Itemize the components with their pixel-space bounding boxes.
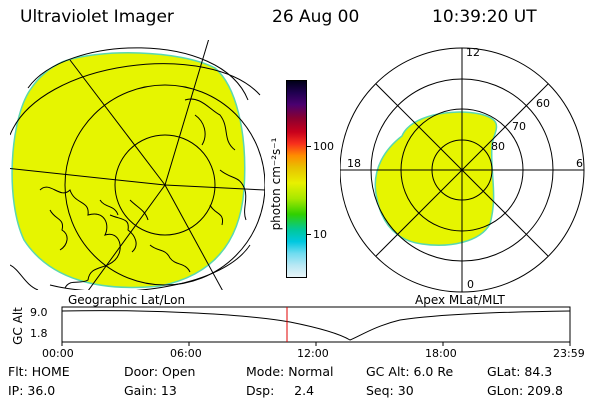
altitude-xtick-label: 23:59: [553, 347, 585, 360]
geo-coastline: [99, 199, 149, 253]
geo-coastline: [209, 169, 247, 226]
lat-label-70: 70: [512, 120, 526, 133]
geo-meridian: [88, 184, 166, 290]
colorbar-tick: [306, 234, 311, 235]
colorbar-units: photon cm⁻²s⁻¹: [269, 137, 283, 231]
colorbar: [286, 80, 307, 278]
lat-label-80: 80: [491, 140, 505, 153]
geo-coastline: [149, 244, 191, 273]
geo-panel-label: Geographic Lat/Lon: [68, 293, 186, 307]
status-flight: Flt: HOME: [8, 364, 70, 379]
status-gain: Gain: 13: [124, 383, 177, 398]
polar-plot: [340, 47, 585, 293]
geo-lat-circle: [114, 134, 216, 236]
altitude-plot-frame: [61, 306, 571, 343]
status-mode: Mode: Normal: [246, 364, 334, 379]
geo-grid-arc: [49, 244, 251, 290]
mlt-label-18: 18: [347, 157, 361, 170]
altitude-curve: [61, 310, 571, 341]
mlt-label-0: 0: [467, 278, 474, 291]
polar-mlt-line: [375, 83, 549, 257]
geo-grid-arc: [10, 63, 261, 136]
status-glon: GLon: 209.8: [487, 383, 563, 398]
altitude-xtick-label: 18:00: [425, 347, 457, 360]
status-glat: GLat: 84.3: [487, 364, 553, 379]
geo-coastline: [10, 264, 39, 290]
geo-meridian: [164, 40, 210, 186]
geo-meridian: [164, 184, 265, 191]
status-dsp: Dsp: 2.4: [246, 383, 315, 398]
date-label: 26 Aug 00: [272, 7, 360, 27]
instrument-title: Ultraviolet Imager: [20, 7, 174, 27]
polar-panel-label: Apex MLat/MLT: [415, 293, 505, 307]
geo-coastline: [39, 186, 121, 289]
altitude-axis-title: GC Alt: [11, 307, 25, 345]
status-seq: Seq: 30: [366, 383, 414, 398]
geo-meridian: [69, 59, 166, 186]
geo-lat-circle: [64, 84, 265, 286]
altitude-xtick-label: 00:00: [42, 347, 74, 360]
status-ip: IP: 36.0: [8, 383, 56, 398]
mlt-label-12: 12: [466, 46, 480, 59]
geographic-map: [10, 40, 265, 290]
altitude-plot: [61, 306, 571, 346]
geo-grid-arc: [27, 47, 249, 101]
altitude-ytick: 1.8: [30, 327, 48, 340]
lat-label-60: 60: [536, 97, 550, 110]
altitude-ytick: 9.0: [30, 306, 48, 319]
time-label: 10:39:20 UT: [432, 7, 537, 27]
status-door: Door: Open: [124, 364, 196, 379]
colorbar-tick-label: 100: [313, 140, 334, 153]
geo-image-disk: [11, 52, 246, 289]
colorbar-tick-label: 10: [313, 228, 327, 241]
status-gc-alt: GC Alt: 6.0 Re: [366, 364, 454, 379]
geo-meridian: [164, 184, 223, 290]
altitude-xtick-label: 12:00: [297, 347, 329, 360]
geo-coastline: [184, 98, 236, 151]
mlt-label-6: 6: [576, 157, 583, 170]
colorbar-tick: [306, 146, 311, 147]
altitude-xtick-label: 06:00: [170, 347, 202, 360]
geo-meridian: [10, 168, 166, 186]
